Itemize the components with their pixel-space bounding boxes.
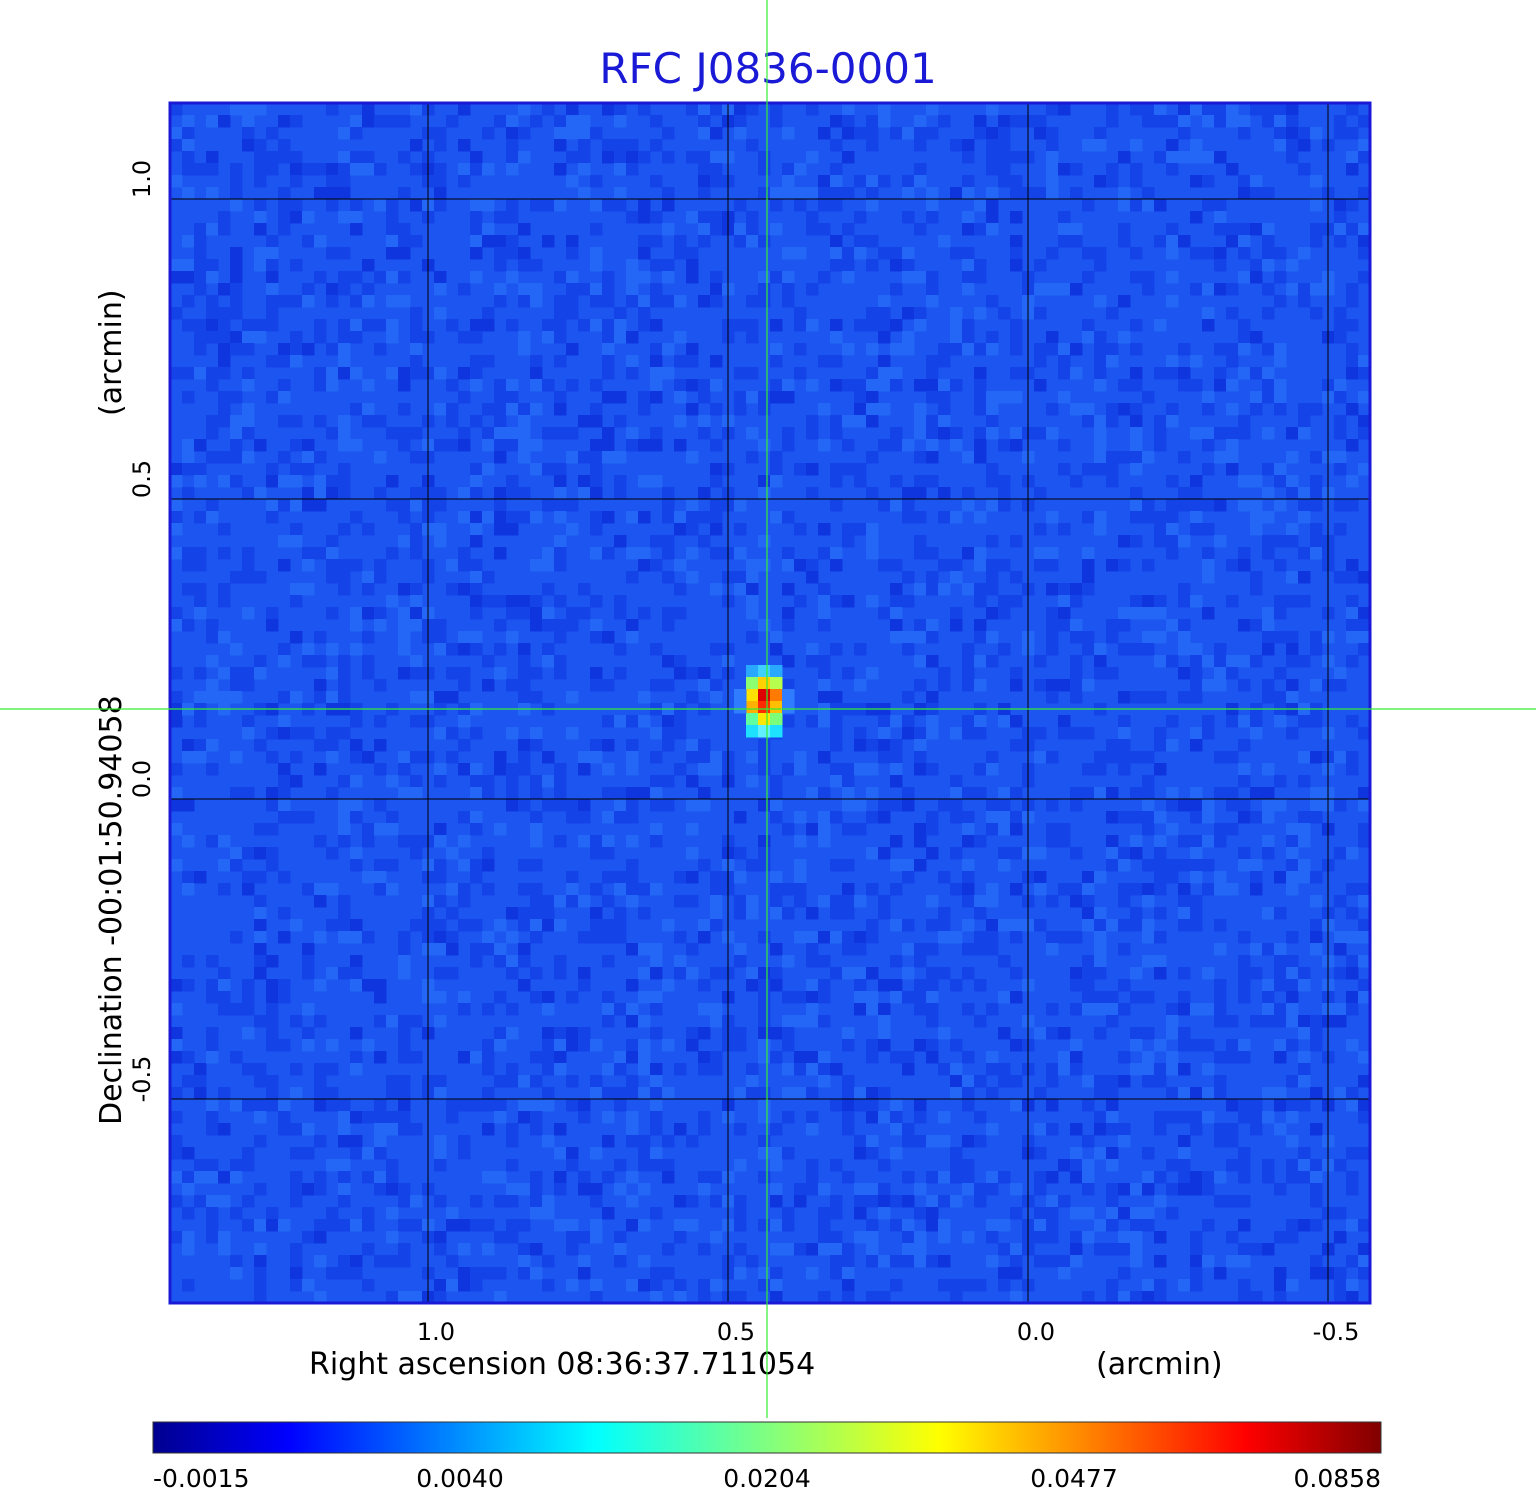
source-pixel: [758, 689, 771, 702]
crosshair: [0, 0, 1536, 1418]
source-pixel: [770, 713, 783, 726]
colorbar-tick-label: 0.0204: [723, 1464, 810, 1493]
colorbar-tick-labels: -0.0015 0.0040 0.0204 0.0477 0.0858: [153, 1464, 1381, 1493]
y-axis-label: Declination -00:01:50.94058: [94, 695, 129, 1125]
source-pixel: [770, 725, 783, 738]
source-pixel: [770, 677, 783, 690]
source-pixel: [782, 689, 795, 702]
x-tick-label: 0.5: [717, 1318, 755, 1346]
source-pixel: [758, 725, 771, 738]
y-tick-labels: 1.0 0.5 0.0 -0.5: [128, 160, 156, 1103]
source-pixel: [782, 701, 795, 714]
source-pixel: [746, 725, 759, 738]
colorbar-tick-label: -0.0015: [153, 1464, 250, 1493]
source-pixel: [746, 689, 759, 702]
source-pixel: [734, 689, 747, 702]
source-pixel: [758, 701, 771, 714]
colorbar-tick-label: 0.0040: [416, 1464, 503, 1493]
y-tick-label: -0.5: [128, 1056, 156, 1103]
source-pixel: [758, 665, 771, 678]
y-tick-label: 0.0: [128, 760, 156, 798]
x-axis-unit: (arcmin): [1096, 1347, 1223, 1382]
y-tick-label: 1.0: [128, 160, 156, 198]
source-pixel: [758, 677, 771, 690]
x-tick-label: 0.0: [1017, 1318, 1055, 1346]
source-pixel: [770, 689, 783, 702]
colorbar-tick-label: 0.0858: [1294, 1464, 1381, 1493]
source-pixel: [746, 701, 759, 714]
x-axis-label: Right ascension 08:36:37.711054: [309, 1347, 815, 1382]
source-pixel: [746, 665, 759, 678]
chart-title: RFC J0836-0001: [599, 44, 937, 93]
x-tick-label: 1.0: [417, 1318, 455, 1346]
x-tick-labels: 1.0 0.5 0.0 -0.5: [417, 1318, 1360, 1346]
y-axis-unit: (arcmin): [94, 289, 129, 416]
x-tick-label: -0.5: [1313, 1318, 1360, 1346]
colorbar-tick-label: 0.0477: [1030, 1464, 1117, 1493]
colorbar: [152, 1421, 1382, 1454]
source-pixel: [770, 665, 783, 678]
grid: [170, 103, 1370, 1303]
y-tick-label: 0.5: [128, 460, 156, 498]
image-map: [170, 103, 1371, 1304]
source-pixel: [758, 713, 771, 726]
source-pixel: [746, 713, 759, 726]
source-pixel: [770, 701, 783, 714]
source-pixel: [734, 701, 747, 714]
plot-frame: [168, 101, 1372, 1305]
source-pixel: [746, 677, 759, 690]
